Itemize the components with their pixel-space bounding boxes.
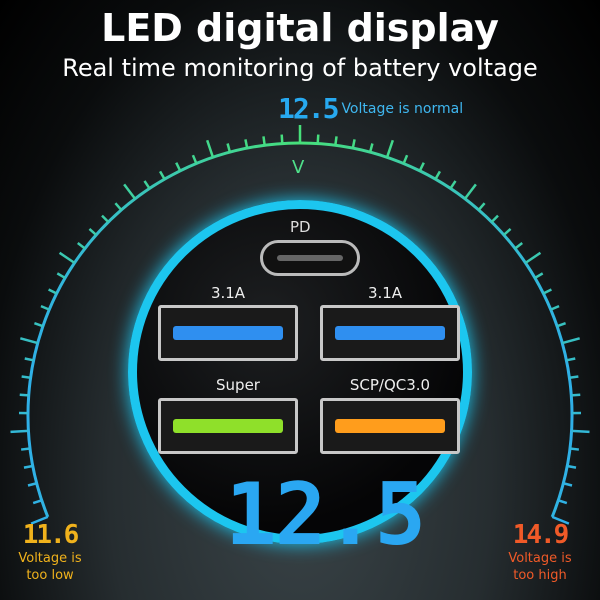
high-voltage-value: 14.9 xyxy=(512,520,570,550)
gauge-tick xyxy=(463,183,477,200)
gauge-tick xyxy=(32,499,43,505)
gauge-tick xyxy=(27,482,38,487)
subtitle: Real time monitoring of battery voltage xyxy=(62,54,538,82)
gauge-tick xyxy=(569,447,580,451)
port-label: 3.1A xyxy=(210,284,246,302)
gauge-tick xyxy=(566,357,576,362)
usb-a-port xyxy=(320,398,460,454)
gauge-tick xyxy=(23,464,34,469)
gauge-tick xyxy=(20,447,31,451)
gauge-tick xyxy=(557,499,568,505)
port-label: 3.1A xyxy=(367,284,403,302)
gauge-tick xyxy=(569,375,579,380)
gauge-tick xyxy=(10,429,29,434)
usb-a-port xyxy=(158,398,298,454)
gauge-tick xyxy=(368,143,374,153)
pd-label: PD xyxy=(290,218,311,236)
low-voltage-value: 11.6 xyxy=(22,520,80,550)
voltage-display: 12.5 xyxy=(225,465,426,565)
gauge-tick xyxy=(48,288,58,295)
gauge-tick xyxy=(534,272,544,279)
gauge-tick xyxy=(449,180,457,190)
port-label: SCP/QC3.0 xyxy=(349,376,431,394)
normal-voltage-value: 12.5 xyxy=(278,92,339,125)
usb-c-port xyxy=(260,240,360,276)
gauge-tick xyxy=(316,134,320,144)
gauge-tick xyxy=(351,139,356,149)
gauge-tick xyxy=(34,322,44,328)
gauge-tick xyxy=(566,464,577,469)
gauge-tick xyxy=(77,242,86,250)
gauge-tick xyxy=(561,337,581,345)
high-voltage-label: Voltage is xyxy=(508,551,572,566)
gauge-tick xyxy=(556,322,566,328)
gauge-tick xyxy=(226,143,232,153)
port-label: Super xyxy=(216,376,260,394)
gauge-tick xyxy=(571,393,581,397)
gauge-tick xyxy=(334,136,338,146)
low-voltage-indicator: 11.6 Voltage is too low xyxy=(5,520,95,584)
gauge-tick xyxy=(191,154,198,164)
gauge-tick xyxy=(514,242,523,250)
gauge-tick xyxy=(402,154,409,164)
gauge-tick xyxy=(24,357,34,362)
gauge-tick xyxy=(502,227,512,236)
normal-voltage-label: Voltage is normal xyxy=(341,100,464,117)
gauge-tick xyxy=(175,162,182,172)
gauge-tick xyxy=(21,375,31,380)
gauge-tick xyxy=(56,272,66,279)
gauge-tick xyxy=(19,393,29,397)
gauge-tick xyxy=(571,429,590,434)
gauge-tick xyxy=(19,337,39,345)
gauge-tick xyxy=(385,139,395,158)
low-voltage-label: too low xyxy=(26,568,74,583)
gauge-tick xyxy=(88,227,98,236)
gauge-tick xyxy=(40,304,50,311)
gauge-tick xyxy=(262,136,266,146)
gauge-tick xyxy=(205,139,215,158)
gauge-tick xyxy=(244,139,249,149)
headline: LED digital display xyxy=(101,6,499,50)
gauge-tick xyxy=(143,180,151,190)
gauge-tick xyxy=(418,162,425,172)
usb-a-port xyxy=(320,305,460,361)
gauge-tick xyxy=(562,482,573,487)
gauge-marker: V xyxy=(292,157,305,178)
low-voltage-label: Voltage is xyxy=(18,551,82,566)
gauge-tick xyxy=(434,170,442,180)
gauge-tick xyxy=(280,134,284,144)
gauge-tick xyxy=(477,202,486,211)
high-voltage-indicator: 14.9 Voltage is too high xyxy=(495,520,585,584)
usb-a-port xyxy=(158,305,298,361)
gauge-tick xyxy=(551,515,570,525)
gauge-tick xyxy=(158,170,166,180)
gauge-tick xyxy=(114,202,123,211)
gauge-tick xyxy=(101,214,110,223)
gauge-tick xyxy=(524,251,542,264)
gauge-tick xyxy=(550,304,560,311)
gauge-tick xyxy=(30,515,49,525)
normal-voltage-indicator: 12.5 Voltage is normal xyxy=(278,92,463,125)
gauge-tick xyxy=(490,214,499,223)
high-voltage-label: too high xyxy=(513,568,567,583)
gauge-tick xyxy=(542,288,552,295)
gauge-tick xyxy=(58,251,76,264)
gauge-tick xyxy=(123,183,137,200)
